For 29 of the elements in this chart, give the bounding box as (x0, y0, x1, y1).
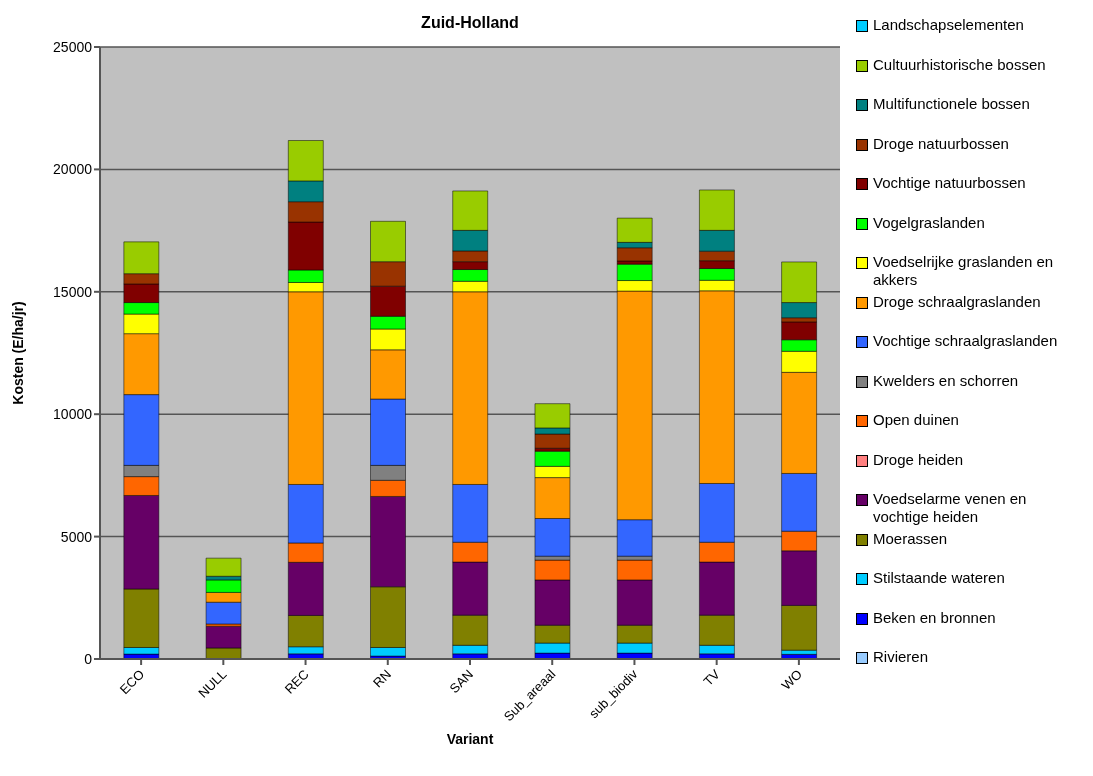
y-tick-label: 0 (84, 650, 93, 667)
legend-label: Droge natuurbossen (873, 134, 1009, 153)
legend-label: Landschapselementen (873, 16, 1024, 34)
legend-label: Vochtige schraalgraslanden (873, 332, 1058, 350)
y-tick-label: 20000 (53, 161, 93, 178)
x-axis-title: Variant (446, 731, 494, 747)
legend-label: Beken en bronnen (873, 608, 996, 627)
legend-label: Droge schraalgraslanden (873, 292, 1041, 311)
legend-label: Kwelders en schorren (873, 371, 1019, 390)
x-tick-label: WO (778, 666, 806, 693)
y-tick-label: 10000 (53, 406, 93, 423)
legend-label: Cultuurhistorische bossen (873, 55, 1046, 74)
x-tick-label: TV (700, 666, 724, 689)
legend-label: Voedselarme venen en vochtige heiden (873, 490, 1028, 526)
legend-label: Moerassen (873, 529, 948, 548)
legend-label: Multifunctionele bossen (873, 95, 1030, 113)
y-tick-label: 15000 (53, 283, 93, 300)
legend-label: Droge heiden (873, 450, 964, 469)
legend-label: Rivieren (873, 648, 929, 666)
legend-label: Voedselrijke graslanden en akkers (873, 253, 1055, 289)
legend-label: Vogelgraslanden (873, 213, 985, 232)
legend-label: Stilstaande wateren (873, 569, 1005, 587)
y-axis-title: Kosten (E/ha/jr) (9, 301, 26, 405)
legend-label: Open duinen (873, 411, 959, 429)
y-tick-label: 25000 (53, 38, 93, 55)
y-tick-label: 5000 (60, 528, 93, 545)
chart-title: Zuid-Holland (420, 14, 520, 32)
x-tick-label: RN (370, 666, 394, 691)
legend-label: Vochtige natuurbossen (873, 174, 1026, 192)
